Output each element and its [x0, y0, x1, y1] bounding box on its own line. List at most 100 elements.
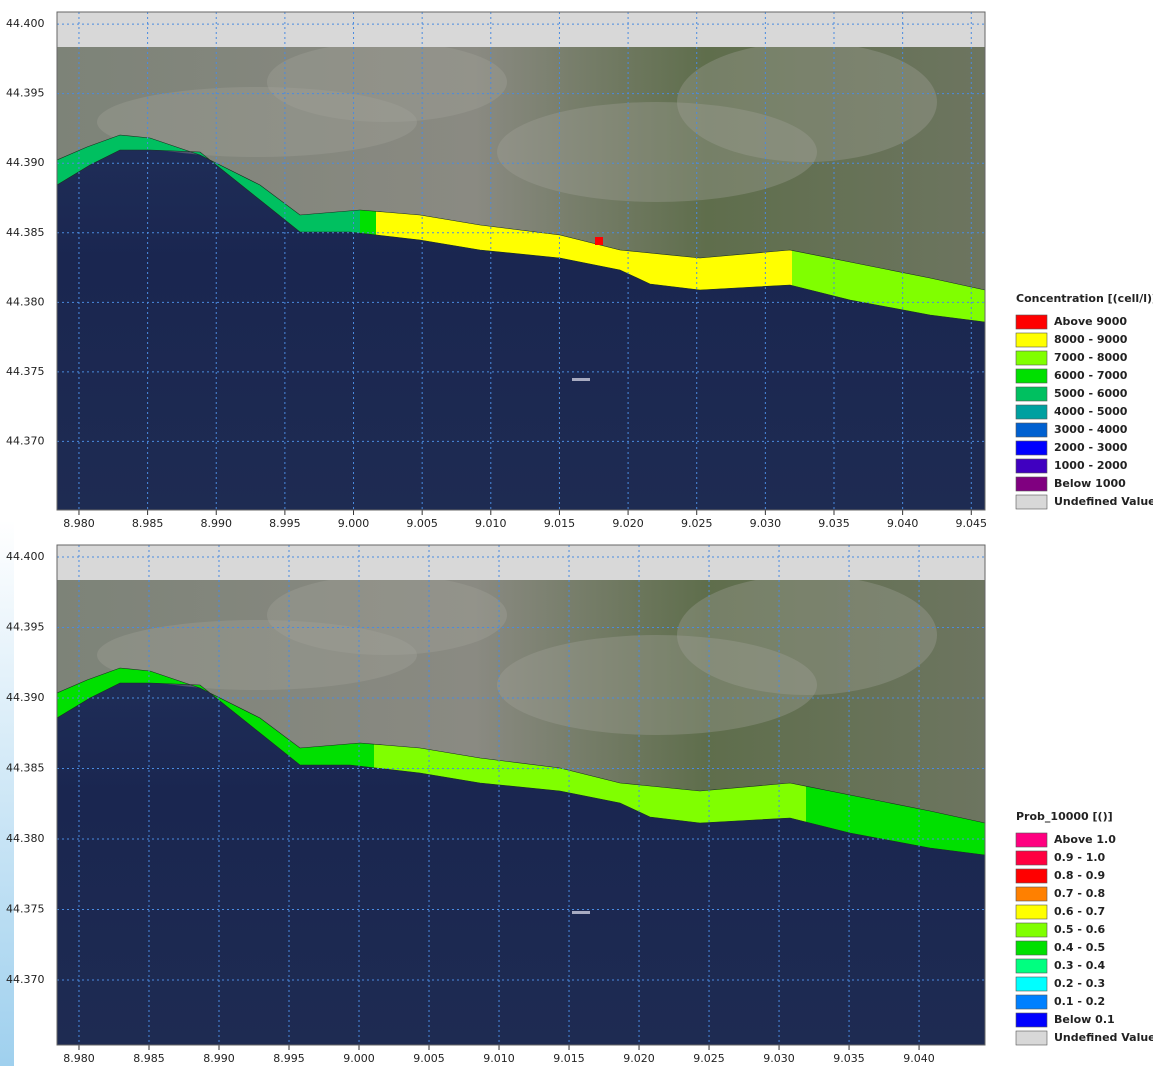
x-tick-label: 9.025 [693, 1052, 725, 1065]
y-tick-label: 44.390 [6, 691, 45, 704]
legend-label: 4000 - 5000 [1054, 405, 1128, 418]
boat [572, 378, 590, 381]
x-tick-label: 8.995 [273, 1052, 305, 1065]
x-tick-label: 9.025 [681, 517, 713, 530]
x-tick-label: 9.030 [763, 1052, 795, 1065]
y-tick-label: 44.390 [6, 156, 45, 169]
legend-swatch [1016, 833, 1047, 847]
legend-label: 0.3 - 0.4 [1054, 959, 1106, 972]
y-tick-label: 44.400 [6, 17, 45, 30]
legend-swatch [1016, 459, 1047, 473]
x-tick-label: 9.005 [406, 517, 438, 530]
legend-label: 1000 - 2000 [1054, 459, 1128, 472]
legend-swatch [1016, 977, 1047, 991]
legend-label: 0.6 - 0.7 [1054, 905, 1105, 918]
x-tick-label: 9.000 [343, 1052, 375, 1065]
y-tick-label: 44.375 [6, 902, 45, 915]
legend-swatch [1016, 423, 1047, 437]
legend-swatch [1016, 315, 1047, 329]
legend-swatch [1016, 405, 1047, 419]
legend-label: Below 1000 [1054, 477, 1126, 490]
legend-label: 6000 - 7000 [1054, 369, 1128, 382]
y-tick-label: 44.370 [6, 434, 45, 447]
legend-label: 3000 - 4000 [1054, 423, 1128, 436]
legend-label: Below 0.1 [1054, 1013, 1115, 1026]
legend-swatch [1016, 1013, 1047, 1027]
x-tick-label: 9.040 [887, 517, 919, 530]
y-tick-label: 44.380 [6, 295, 45, 308]
map-view: 8.980 8.985 8.990 8.995 9.000 9.005 9.010 9.015… [0, 0, 1153, 1066]
legend-label: 0.1 - 0.2 [1054, 995, 1105, 1008]
x-tick-label: 8.990 [200, 517, 232, 530]
map-panel: 8.980 8.985 8.990 8.995 9.000 9.005 9.010 9.015… [6, 12, 987, 530]
legend-swatch [1016, 441, 1047, 455]
legend-title: Concentration [(cell/l)] [1016, 292, 1153, 305]
y-tick-label: 44.385 [6, 761, 45, 774]
terrain-shade [677, 575, 937, 695]
hotspot [595, 237, 603, 245]
legend-label: Above 1.0 [1054, 833, 1116, 846]
undefined-area [57, 12, 985, 47]
x-tick-label: 8.980 [63, 517, 95, 530]
legend-label: 0.9 - 1.0 [1054, 851, 1106, 864]
y-tick-label: 44.395 [6, 87, 45, 100]
legend-swatch [1016, 941, 1047, 955]
legend-swatch [1016, 333, 1047, 347]
boat [572, 911, 590, 914]
legend-swatch [1016, 887, 1047, 901]
legend-swatch [1016, 959, 1047, 973]
legend-swatch [1016, 851, 1047, 865]
legend-swatch [1016, 905, 1047, 919]
terrain-shade [677, 42, 937, 162]
legend-swatch [1016, 1031, 1047, 1045]
x-tick-label: 9.035 [833, 1052, 865, 1065]
y-tick-label: 44.380 [6, 832, 45, 845]
legend-label: 8000 - 9000 [1054, 333, 1128, 346]
x-tick-label: 9.020 [612, 517, 644, 530]
legend-label: 0.4 - 0.5 [1054, 941, 1105, 954]
legend-label: Undefined Value [1054, 1031, 1153, 1044]
legend-swatch [1016, 923, 1047, 937]
legend-label: Above 9000 [1054, 315, 1127, 328]
y-tick-label: 44.395 [6, 620, 45, 633]
legend-swatch [1016, 351, 1047, 365]
x-tick-label: 8.980 [63, 1052, 95, 1065]
x-tick-label: 9.015 [553, 1052, 585, 1065]
x-tick-label: 8.990 [203, 1052, 235, 1065]
legend-title: Prob_10000 [()] [1016, 810, 1113, 823]
legend-swatch [1016, 387, 1047, 401]
legend: Concentration [(cell/l)] Above 9000 8000 -… [1016, 292, 1153, 509]
x-tick-label: 9.010 [483, 1052, 515, 1065]
x-tick-label: 9.000 [338, 517, 370, 530]
legend-label: 2000 - 3000 [1054, 441, 1128, 454]
legend-label: 0.2 - 0.3 [1054, 977, 1105, 990]
x-tick-label: 9.010 [475, 517, 507, 530]
undefined-area [57, 545, 985, 580]
x-tick-label: 8.995 [269, 517, 301, 530]
map-panel: 8.980 8.985 8.990 8.995 9.000 9.005 9.010 9.015… [6, 545, 985, 1065]
x-tick-label: 9.045 [956, 517, 988, 530]
legend-swatch [1016, 369, 1047, 383]
y-tick-label: 44.370 [6, 973, 45, 986]
legend-label: 7000 - 8000 [1054, 351, 1128, 364]
legend-swatch [1016, 495, 1047, 509]
page: 8.980 8.985 8.990 8.995 9.000 9.005 9.010 9.015… [0, 0, 1153, 1066]
legend-swatch [1016, 477, 1047, 491]
legend-swatch [1016, 995, 1047, 1009]
x-tick-label: 9.040 [903, 1052, 935, 1065]
legend-label: 5000 - 6000 [1054, 387, 1128, 400]
y-tick-label: 44.375 [6, 365, 45, 378]
x-tick-label: 9.020 [623, 1052, 655, 1065]
legend-swatch [1016, 869, 1047, 883]
x-tick-label: 8.985 [132, 517, 164, 530]
x-tick-label: 8.985 [133, 1052, 165, 1065]
x-tick-label: 9.035 [818, 517, 850, 530]
x-tick-label: 9.005 [413, 1052, 445, 1065]
x-tick-label: 9.030 [750, 517, 782, 530]
legend-label: 0.7 - 0.8 [1054, 887, 1105, 900]
y-tick-label: 44.400 [6, 550, 45, 563]
legend: Prob_10000 [()]Above 1.00.9 - 1.00.8 - 0… [1016, 810, 1153, 1045]
legend-label: Undefined Value [1054, 495, 1153, 508]
y-tick-label: 44.385 [6, 226, 45, 239]
x-tick-label: 9.015 [544, 517, 576, 530]
